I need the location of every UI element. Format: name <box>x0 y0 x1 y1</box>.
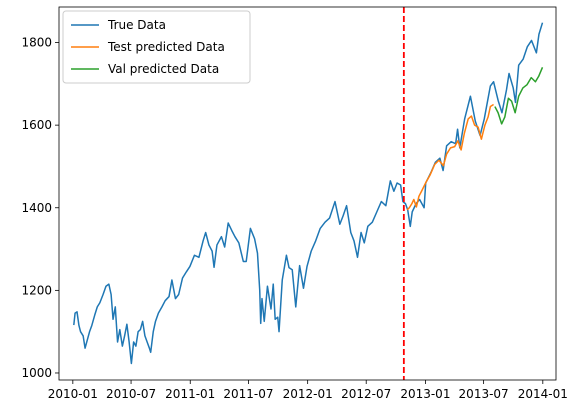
x-tick-label: 2014-01 <box>518 387 567 401</box>
x-tick-label: 2011-01 <box>165 387 215 401</box>
y-tick-label: 1600 <box>21 118 52 132</box>
y-tick-label: 1800 <box>21 36 52 50</box>
x-tick-label: 2012-07 <box>341 387 391 401</box>
x-tick-label: 2012-01 <box>283 387 333 401</box>
legend-label: Test predicted Data <box>107 40 225 54</box>
y-tick-label: 1200 <box>21 283 52 297</box>
series-line-3 <box>494 67 544 125</box>
y-tick-label: 1400 <box>21 201 52 215</box>
legend-box <box>62 10 251 84</box>
series-line-1 <box>73 22 544 365</box>
legend-label: Val predicted Data <box>108 62 219 76</box>
x-tick-label: 2010-01 <box>48 387 98 401</box>
x-tick-label: 2013-01 <box>400 387 450 401</box>
x-tick-label: 2013-07 <box>459 387 509 401</box>
series-line-2 <box>406 103 494 211</box>
x-tick-label: 2011-07 <box>223 387 273 401</box>
y-tick-label: 1000 <box>21 366 52 380</box>
x-tick-label: 2010-07 <box>106 387 156 401</box>
legend: True Data Test predicted Data Val predicte… <box>62 10 251 84</box>
legend-label: True Data <box>107 18 166 32</box>
plot-area <box>73 7 544 380</box>
axes: 2010-01 2010-07 2011-01 2011-07 2012-01 2012-… <box>21 6 567 401</box>
